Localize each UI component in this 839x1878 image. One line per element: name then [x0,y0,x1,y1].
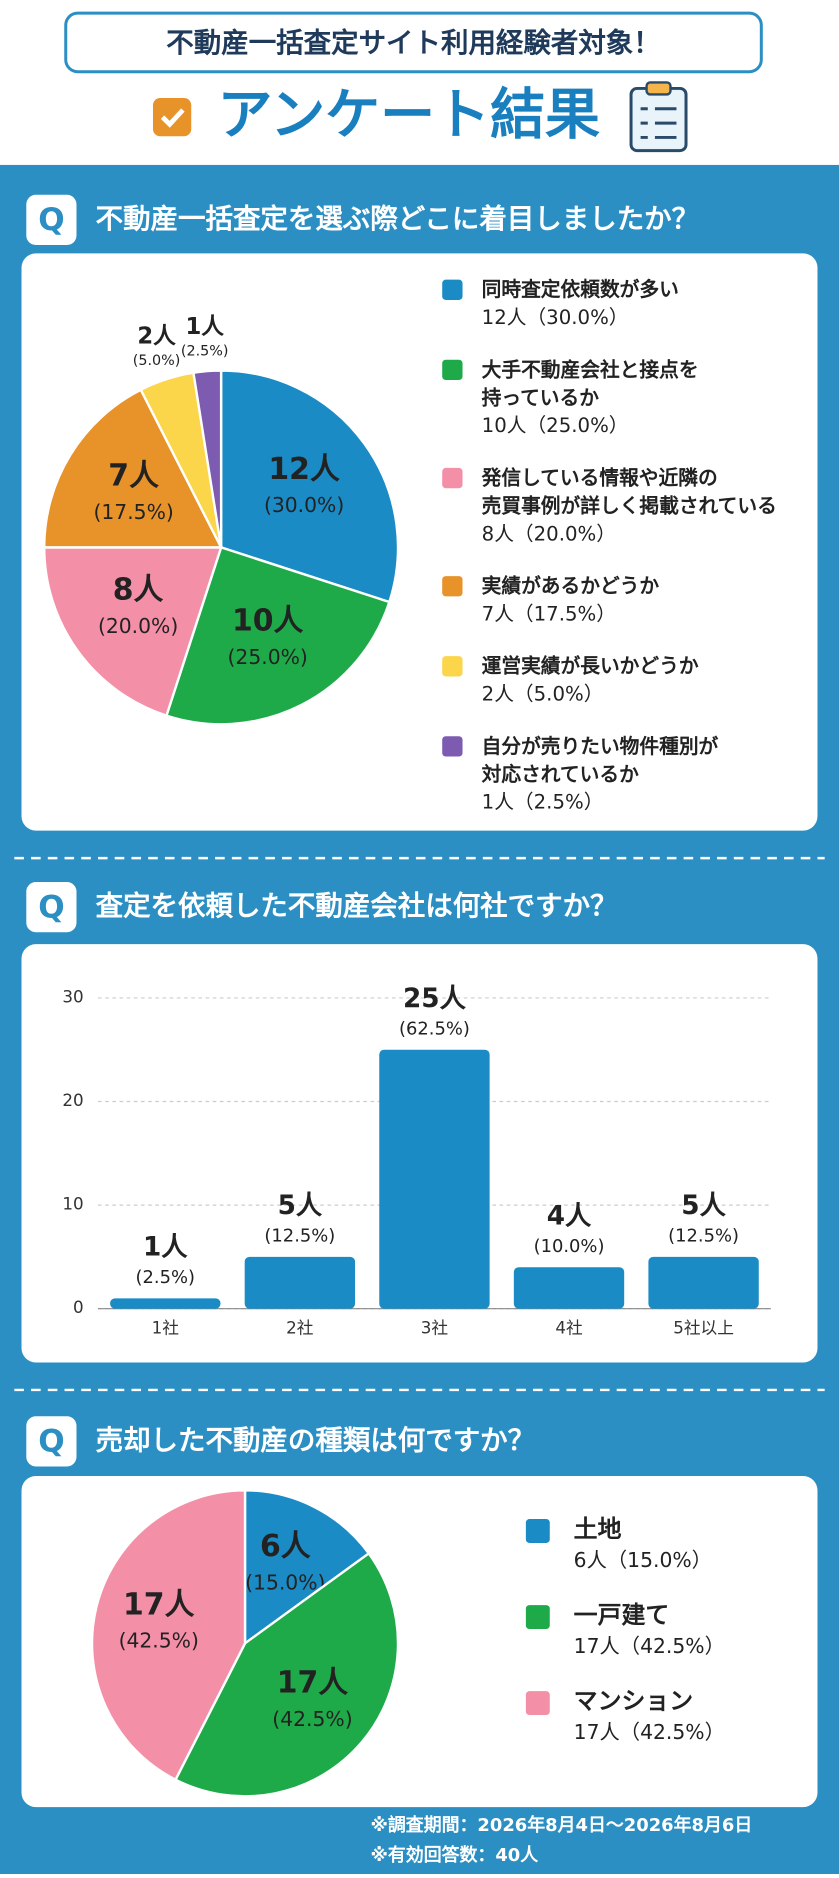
bar-value-label: 25人 [403,984,467,1014]
legend-label: 土地 [574,1515,622,1543]
x-tick-label: 4社 [555,1318,583,1338]
question-text: 査定を依頼した不動産会社は何社ですか？ [96,890,618,922]
legend-swatch [442,656,463,677]
footer-note: ※調査期間：2026年8月4日～2026年8月6日 [370,1814,752,1836]
pie-slice [43,388,224,549]
bar [379,1049,490,1309]
question-mark: Q [38,202,64,238]
bar-percent-label: (10.0%) [534,1236,605,1257]
legend-label: 大手不動産会社と接点を持っているか [482,358,699,409]
question-badge [26,1416,77,1467]
bar-value-label: 5人 [278,1191,323,1221]
legend-value: 17人（42.5%） [574,1634,725,1658]
legend-label: 運営実績が長いかどうか [482,654,699,677]
slice-value-label: 1人 [185,314,224,340]
legend-label: 一戸建て [574,1601,670,1629]
slice-percent-label: (5.0%) [133,353,181,369]
legend-swatch [442,359,463,381]
legend-label: マンション [574,1687,693,1715]
footer-note: ※有効回答数：40人 [370,1844,538,1866]
pie-slice [173,1551,400,1798]
legend-label: 同時査定依頼数が多い [482,278,679,301]
slice-percent-label: (30.0%) [264,493,344,517]
question-mark: Q [38,1424,64,1460]
legend-value: 1人（2.5%） [482,791,604,814]
main-title: アンケート結果 [217,82,600,146]
x-tick-label: 3社 [421,1318,449,1338]
legend-swatch [525,1691,550,1716]
pie-slice [243,1489,371,1646]
bar [110,1298,221,1309]
bar-value-label: 1人 [143,1233,188,1263]
question-text: 不動産一括査定を選ぶ際どこに着目しましたか？ [96,203,700,235]
legend-value: 8人（20.0%） [482,522,616,545]
slice-percent-label: (15.0%) [245,1570,325,1594]
legend-swatch [525,1605,550,1629]
check-mark [160,108,185,128]
slice-value-label: 6人 [260,1529,311,1564]
y-tick-label: 10 [62,1194,83,1214]
bar-value-label: 5人 [681,1191,726,1221]
slice-value-label: 17人 [123,1587,195,1622]
subtitle-box [64,11,763,74]
question-badge [26,194,77,246]
slice-value-label: 8人 [113,572,164,607]
bar-percent-label: (62.5%) [399,1018,470,1039]
legend-swatch [442,467,463,489]
slice-value-label: 12人 [268,452,340,487]
legend-value: 17人（42.5%） [574,1720,725,1744]
slice-value-label: 7人 [108,459,159,494]
clipboard-icon [629,81,688,153]
bar-value-label: 4人 [547,1202,592,1232]
slice-value-label: 17人 [277,1666,349,1701]
question-mark: Q [38,889,64,925]
legend-swatch [442,736,463,757]
legend-value: 6人（15.0%） [574,1548,712,1572]
legend-value: 2人（5.0%） [482,682,604,705]
slice-percent-label: (20.0%) [98,614,178,638]
question-badge [26,882,77,933]
legend-value: 12人（30.0%） [482,306,629,329]
legend-label: 実績があるかどうか [482,574,660,597]
subtitle: 不動産一括査定サイト利用経験者対象！ [166,27,660,59]
pie-slice [192,369,223,548]
pie-slice [164,545,391,726]
bar-percent-label: (12.5%) [264,1226,335,1247]
y-tick-label: 20 [62,1090,83,1110]
question-text: 売却した不動産の種類は何ですか？ [96,1424,536,1456]
legend-value: 10人（25.0%） [482,414,629,437]
bar [648,1256,759,1309]
y-tick-label: 0 [73,1297,84,1317]
legend-swatch [442,279,463,300]
slice-percent-label: (25.0%) [228,645,308,669]
x-tick-label: 2社 [286,1318,314,1338]
bar [513,1267,625,1309]
legend-swatch [525,1519,550,1543]
pie-slice [90,1489,247,1782]
x-tick-label: 5社以上 [673,1318,734,1338]
y-tick-label: 30 [62,986,83,1006]
bar [244,1256,356,1309]
slice-value-label: 10人 [232,604,304,639]
bar-percent-label: (12.5%) [668,1226,739,1247]
pie-slice [43,546,223,718]
check-icon [152,98,192,137]
legend-swatch [442,576,463,597]
x-tick-label: 1社 [152,1318,180,1338]
slice-percent-label: (42.5%) [272,1707,352,1731]
legend-label: 発信している情報や近隣の売買事例が詳しく掲載されている [481,466,777,517]
bar-percent-label: (2.5%) [136,1267,195,1288]
slice-percent-label: (42.5%) [119,1629,199,1653]
slice-value-label: 2人 [137,323,176,349]
legend-value: 7人（17.5%） [482,602,616,625]
slice-percent-label: (2.5%) [181,343,229,359]
slice-percent-label: (17.5%) [93,500,173,524]
legend-label: 自分が売りたい物件種別が対応されているか [482,734,719,785]
pie-slice [219,369,400,604]
